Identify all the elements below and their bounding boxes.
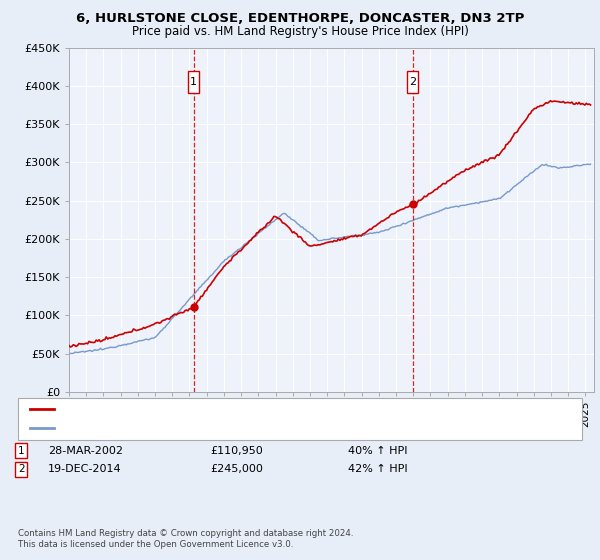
Text: 6, HURLSTONE CLOSE, EDENTHORPE, DONCASTER,  DN3 2TP (detached house): 6, HURLSTONE CLOSE, EDENTHORPE, DONCASTE… — [60, 404, 449, 414]
Text: 1: 1 — [190, 77, 197, 87]
Text: 19-DEC-2014: 19-DEC-2014 — [48, 464, 122, 474]
Text: 2: 2 — [409, 77, 416, 87]
Text: £245,000: £245,000 — [210, 464, 263, 474]
Text: £110,950: £110,950 — [210, 446, 263, 456]
FancyBboxPatch shape — [188, 71, 199, 93]
Text: Price paid vs. HM Land Registry's House Price Index (HPI): Price paid vs. HM Land Registry's House … — [131, 25, 469, 38]
Text: 42% ↑ HPI: 42% ↑ HPI — [348, 464, 407, 474]
Text: 28-MAR-2002: 28-MAR-2002 — [48, 446, 123, 456]
Text: Contains HM Land Registry data © Crown copyright and database right 2024.
This d: Contains HM Land Registry data © Crown c… — [18, 529, 353, 549]
Text: 1: 1 — [18, 446, 25, 456]
Text: 2: 2 — [18, 464, 25, 474]
FancyBboxPatch shape — [407, 71, 418, 93]
Text: 6, HURLSTONE CLOSE, EDENTHORPE, DONCASTER, DN3 2TP: 6, HURLSTONE CLOSE, EDENTHORPE, DONCASTE… — [76, 12, 524, 25]
Text: HPI: Average price, detached house, Doncaster: HPI: Average price, detached house, Donc… — [60, 423, 291, 433]
Text: 40% ↑ HPI: 40% ↑ HPI — [348, 446, 407, 456]
